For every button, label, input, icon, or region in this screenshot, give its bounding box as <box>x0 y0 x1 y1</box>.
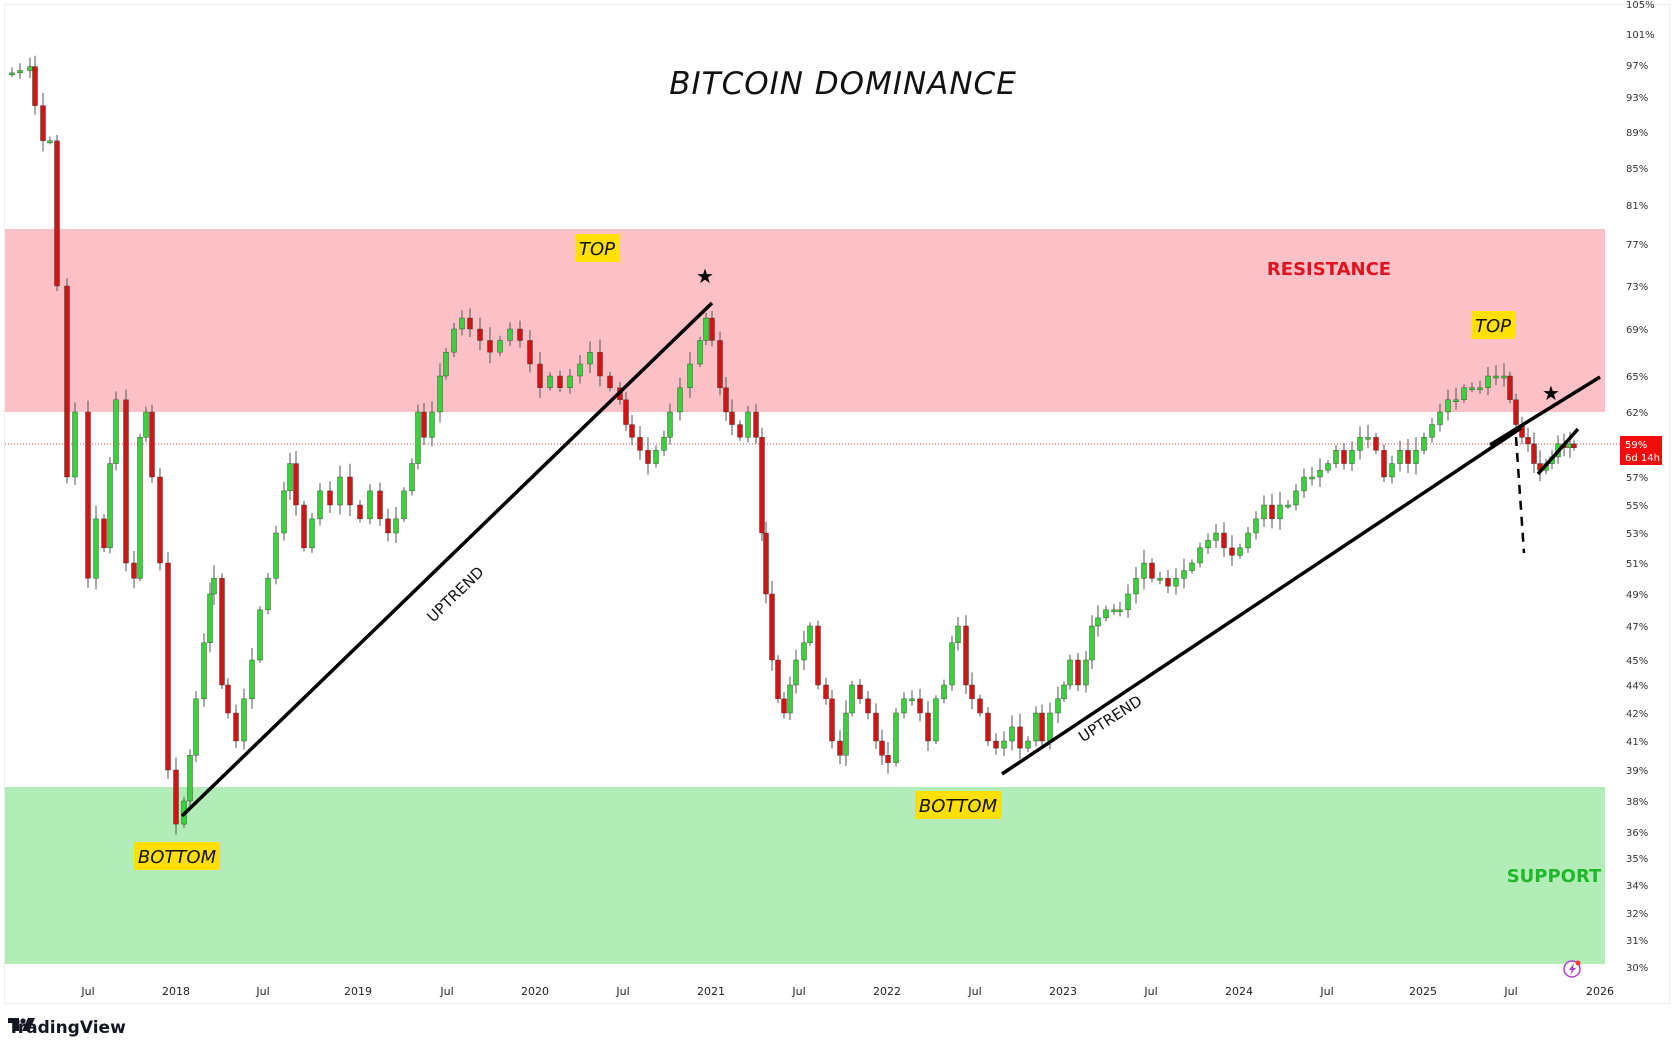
svg-text:BOTTOM: BOTTOM <box>919 796 998 817</box>
channel-upper-line[interactable] <box>1489 375 1601 447</box>
time-tick: Jul <box>80 985 94 998</box>
channel-lower-line[interactable] <box>1536 427 1580 476</box>
time-tick: Jul <box>439 985 453 998</box>
price-tick: 42% <box>1626 709 1648 720</box>
price-tick: 105% <box>1626 0 1655 11</box>
price-tick: 53% <box>1626 529 1648 540</box>
svg-text:59%: 59% <box>1625 440 1647 451</box>
price-tick: 51% <box>1626 559 1648 570</box>
price-axis[interactable]: 105% 101% 97% 93% 89% 85% 81% 77% 73% 69% 65% 62% 57… <box>1626 0 1655 974</box>
price-tick: 44% <box>1626 681 1648 692</box>
price-tick: 97% <box>1626 61 1648 72</box>
time-tick: 2018 <box>162 985 190 998</box>
price-tick: 65% <box>1626 372 1648 383</box>
svg-text:6d 14h: 6d 14h <box>1625 453 1660 464</box>
tradingview-logo-icon <box>8 1018 35 1031</box>
price-tick: 31% <box>1626 936 1648 947</box>
time-tick: Jul <box>791 985 805 998</box>
price-tick: 55% <box>1626 501 1648 512</box>
price-tick: 38% <box>1626 797 1648 808</box>
price-tick: 41% <box>1626 737 1648 748</box>
resistance-label: RESISTANCE <box>1267 259 1391 280</box>
price-tick: 39% <box>1626 766 1648 777</box>
time-tick: Jul <box>1319 985 1333 998</box>
star-marker-icon: ★ <box>1542 381 1560 405</box>
price-tick: 45% <box>1626 656 1648 667</box>
time-tick: Jul <box>615 985 629 998</box>
tag-top-2: TOP <box>1471 311 1515 339</box>
time-tick: Jul <box>255 985 269 998</box>
time-tick: 2022 <box>873 985 901 998</box>
price-tick: 57% <box>1626 473 1648 484</box>
time-tick: Jul <box>967 985 981 998</box>
time-tick: 2025 <box>1409 985 1437 998</box>
price-tick: 77% <box>1626 240 1648 251</box>
time-tick: 2024 <box>1225 985 1253 998</box>
resistance-zone <box>5 229 1605 412</box>
uptrend-line-2[interactable] <box>1001 426 1522 776</box>
tag-top-1: TOP <box>575 234 619 262</box>
brand-name: TradingView <box>8 1018 126 1038</box>
price-tick: 49% <box>1626 590 1648 601</box>
svg-text:TOP: TOP <box>579 239 615 260</box>
price-tick: 35% <box>1626 854 1648 865</box>
time-tick: 2023 <box>1049 985 1077 998</box>
uptrend-line-1[interactable] <box>180 301 714 818</box>
price-tick: 32% <box>1626 909 1648 920</box>
price-tick: 73% <box>1626 282 1648 293</box>
tag-bottom-1: BOTTOM <box>134 842 220 870</box>
price-tick: 47% <box>1626 622 1648 633</box>
time-tick: Jul <box>1143 985 1157 998</box>
time-axis[interactable]: Jul 2018 Jul 2019 Jul 2020 Jul 2021 Jul 2022 Jul 20… <box>80 985 1614 998</box>
price-tick: 85% <box>1626 164 1648 175</box>
price-tick: 93% <box>1626 93 1648 104</box>
time-tick: Jul <box>1503 985 1517 998</box>
price-tick: 101% <box>1626 30 1655 41</box>
time-tick: 2019 <box>344 985 372 998</box>
projection-dashed-line[interactable] <box>1514 436 1526 554</box>
current-price-badge: 59% 6d 14h <box>1620 436 1662 465</box>
price-tick: 62% <box>1626 408 1648 419</box>
svg-text:BOTTOM: BOTTOM <box>138 847 217 868</box>
candlestick-series <box>9 55 1577 835</box>
price-tick: 81% <box>1626 201 1648 212</box>
time-tick: 2021 <box>697 985 725 998</box>
time-tick: 2026 <box>1586 985 1614 998</box>
tradingview-logo[interactable]: TradingView <box>8 1018 126 1038</box>
price-tick: 30% <box>1626 963 1648 974</box>
price-tick: 89% <box>1626 128 1648 139</box>
price-tick: 69% <box>1626 325 1648 336</box>
chart-title: BITCOIN DOMINANCE <box>669 66 1017 102</box>
price-tick: 34% <box>1626 881 1648 892</box>
svg-text:TOP: TOP <box>1475 316 1511 337</box>
lightning-alert-icon[interactable] <box>1563 960 1581 978</box>
tag-bottom-2: BOTTOM <box>915 791 1001 819</box>
price-tick: 36% <box>1626 828 1648 839</box>
time-tick: 2020 <box>521 985 549 998</box>
star-marker-icon: ★ <box>696 264 714 288</box>
support-zone <box>5 787 1605 964</box>
support-label: SUPPORT <box>1507 866 1602 887</box>
